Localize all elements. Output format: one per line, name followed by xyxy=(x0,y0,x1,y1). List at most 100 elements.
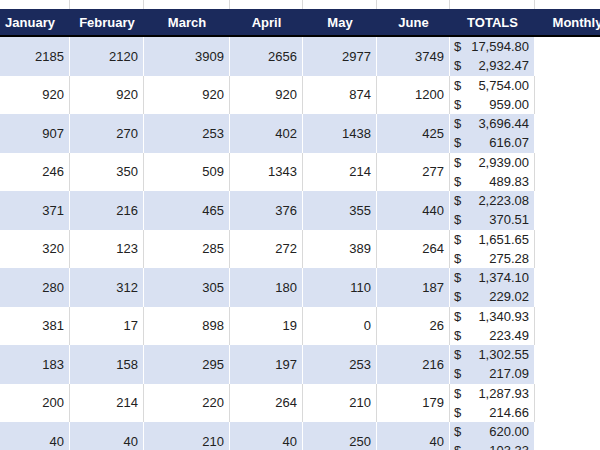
empty-cell[interactable] xyxy=(535,0,600,9)
month-cell[interactable]: 376 xyxy=(230,191,303,230)
month-cell[interactable]: 197 xyxy=(230,345,303,384)
month-cell[interactable]: 907 xyxy=(0,114,70,153)
month-cell[interactable]: 1438 xyxy=(303,114,377,153)
month-cell[interactable]: 40 xyxy=(0,422,70,450)
month-cell[interactable]: 272 xyxy=(230,230,303,269)
month-cell[interactable]: 19 xyxy=(230,307,303,346)
empty-cell[interactable] xyxy=(303,0,377,9)
month-cell[interactable]: 0 xyxy=(303,307,377,346)
month-cell[interactable]: 214 xyxy=(70,384,144,423)
empty-cell[interactable] xyxy=(377,0,450,9)
month-cell[interactable]: 220 xyxy=(144,384,230,423)
month-cell[interactable]: 312 xyxy=(70,268,144,307)
month-cell[interactable]: 210 xyxy=(144,422,230,450)
month-cell[interactable]: 250 xyxy=(303,422,377,450)
totals-cell[interactable]: $620.00 xyxy=(450,422,535,441)
month-cell[interactable]: 381 xyxy=(0,307,70,346)
monthly-cell[interactable]: $103.33 xyxy=(450,441,535,450)
month-cell[interactable]: 187 xyxy=(377,268,450,307)
month-cell[interactable]: 264 xyxy=(377,230,450,269)
month-cell[interactable]: 350 xyxy=(70,153,144,192)
empty-cell[interactable] xyxy=(70,0,144,9)
monthly-cell[interactable]: $959.00 xyxy=(450,95,535,114)
month-cell[interactable]: 920 xyxy=(230,76,303,115)
month-cell[interactable]: 3909 xyxy=(144,37,230,76)
month-cell[interactable]: 295 xyxy=(144,345,230,384)
month-cell[interactable]: 440 xyxy=(377,191,450,230)
totals-cell[interactable]: $2,939.00 xyxy=(450,153,535,172)
month-cell[interactable]: 270 xyxy=(70,114,144,153)
month-cell[interactable]: 898 xyxy=(144,307,230,346)
month-cell[interactable]: 110 xyxy=(303,268,377,307)
monthly-cell[interactable]: $214.66 xyxy=(450,403,535,422)
monthly-cell[interactable]: $223.49 xyxy=(450,326,535,345)
month-cell[interactable]: 874 xyxy=(303,76,377,115)
month-cell[interactable]: 2120 xyxy=(70,37,144,76)
empty-cell[interactable] xyxy=(450,0,535,9)
month-cell[interactable]: 123 xyxy=(70,230,144,269)
month-cell[interactable]: 920 xyxy=(144,76,230,115)
month-cell[interactable]: 26 xyxy=(377,307,450,346)
month-cell[interactable]: 425 xyxy=(377,114,450,153)
month-cell[interactable]: 920 xyxy=(70,76,144,115)
month-cell[interactable]: 216 xyxy=(70,191,144,230)
totals-cell[interactable]: $2,223.08 xyxy=(450,191,535,210)
totals-cell[interactable]: $17,594.80 xyxy=(450,37,535,56)
month-cell[interactable]: 402 xyxy=(230,114,303,153)
column-header-june[interactable]: June xyxy=(377,9,450,37)
totals-cell[interactable]: $1,374.10 xyxy=(450,268,535,287)
totals-cell[interactable]: $1,287.93 xyxy=(450,384,535,403)
month-cell[interactable]: 1200 xyxy=(377,76,450,115)
column-header-march[interactable]: March xyxy=(144,9,230,37)
month-cell[interactable]: 3749 xyxy=(377,37,450,76)
column-header-february[interactable]: February xyxy=(70,9,144,37)
month-cell[interactable]: 1343 xyxy=(230,153,303,192)
month-cell[interactable]: 40 xyxy=(70,422,144,450)
monthly-cell[interactable]: $217.09 xyxy=(450,364,535,383)
month-cell[interactable]: 2185 xyxy=(0,37,70,76)
monthly-cell[interactable]: $616.07 xyxy=(450,133,535,152)
totals-cell[interactable]: $3,696.44 xyxy=(450,114,535,133)
empty-cell[interactable] xyxy=(230,0,303,9)
month-cell[interactable]: 509 xyxy=(144,153,230,192)
month-cell[interactable]: 40 xyxy=(377,422,450,450)
totals-cell[interactable]: $5,754.00 xyxy=(450,76,535,95)
month-cell[interactable]: 246 xyxy=(0,153,70,192)
monthly-cell[interactable]: $370.51 xyxy=(450,210,535,229)
month-cell[interactable]: 210 xyxy=(303,384,377,423)
month-cell[interactable]: 2656 xyxy=(230,37,303,76)
monthly-cell[interactable]: $229.02 xyxy=(450,287,535,306)
month-cell[interactable]: 264 xyxy=(230,384,303,423)
month-cell[interactable]: 180 xyxy=(230,268,303,307)
month-cell[interactable]: 253 xyxy=(144,114,230,153)
month-cell[interactable]: 389 xyxy=(303,230,377,269)
monthly-cell[interactable]: $2,932.47 xyxy=(450,56,535,75)
column-header-april[interactable]: April xyxy=(230,9,303,37)
month-cell[interactable]: 2977 xyxy=(303,37,377,76)
totals-cell[interactable]: $1,302.55 xyxy=(450,345,535,364)
month-cell[interactable]: 920 xyxy=(0,76,70,115)
month-cell[interactable]: 179 xyxy=(377,384,450,423)
month-cell[interactable]: 355 xyxy=(303,191,377,230)
month-cell[interactable]: 277 xyxy=(377,153,450,192)
monthly-cell[interactable]: $275.28 xyxy=(450,249,535,268)
month-cell[interactable]: 158 xyxy=(70,345,144,384)
month-cell[interactable]: 17 xyxy=(70,307,144,346)
column-header-january[interactable]: January xyxy=(0,9,70,37)
column-header-monthly[interactable]: Monthly xyxy=(535,9,600,37)
month-cell[interactable]: 216 xyxy=(377,345,450,384)
month-cell[interactable]: 465 xyxy=(144,191,230,230)
month-cell[interactable]: 285 xyxy=(144,230,230,269)
column-header-may[interactable]: May xyxy=(303,9,377,37)
month-cell[interactable]: 183 xyxy=(0,345,70,384)
month-cell[interactable]: 371 xyxy=(0,191,70,230)
month-cell[interactable]: 214 xyxy=(303,153,377,192)
month-cell[interactable]: 253 xyxy=(303,345,377,384)
column-header-totals[interactable]: TOTALS xyxy=(450,9,535,37)
month-cell[interactable]: 200 xyxy=(0,384,70,423)
month-cell[interactable]: 320 xyxy=(0,230,70,269)
month-cell[interactable]: 280 xyxy=(0,268,70,307)
totals-cell[interactable]: $1,340.93 xyxy=(450,307,535,326)
month-cell[interactable]: 305 xyxy=(144,268,230,307)
empty-cell[interactable] xyxy=(144,0,230,9)
